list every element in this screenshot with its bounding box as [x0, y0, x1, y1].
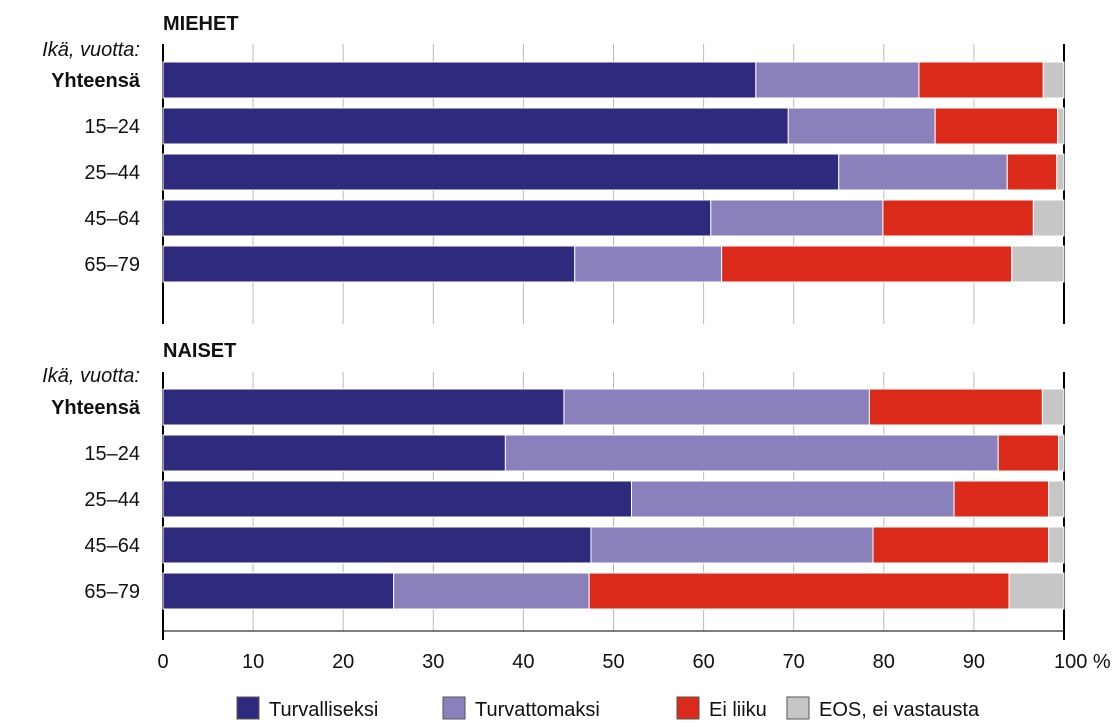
bar-segment: [162, 388, 565, 426]
legend-swatch: [676, 696, 700, 720]
x-axis: 0 10 20 30 40 50 60 70 80 90 100 %: [157, 651, 1110, 673]
legend-swatch: [236, 696, 260, 720]
category-label: 45–64: [84, 535, 140, 557]
x-tick-label: 80: [873, 651, 895, 673]
bar-segment: [872, 526, 1050, 564]
bar-segment: [162, 526, 592, 564]
x-tick-label: 0: [157, 651, 168, 673]
category-label: 25–44: [84, 489, 140, 511]
bar-segment: [504, 434, 999, 472]
bar-segment: [918, 61, 1044, 99]
category-label: Yhteensä: [51, 70, 141, 92]
x-tick-label: 60: [692, 651, 714, 673]
bar-segment: [1041, 388, 1065, 426]
category-label: 65–79: [84, 254, 140, 276]
age-caption: Ikä, vuotta:: [42, 39, 140, 61]
category-label: Yhteensä: [51, 397, 141, 419]
bar-segment: [162, 153, 840, 191]
panel-naiset: NAISET Ikä, vuotta: Yhteensä 15–24 25–44 45–6…: [42, 340, 1065, 610]
legend-label: Turvalliseksi: [269, 699, 378, 721]
x-tick-label: 100 %: [1054, 651, 1111, 673]
x-tick-label: 90: [963, 651, 985, 673]
panel-miehet: MIEHET Ikä, vuotta: Yhteensä 15–24 25–44 45–6…: [42, 13, 1065, 283]
bar-segment: [563, 388, 870, 426]
x-tick-label: 10: [242, 651, 264, 673]
bar-segment: [1008, 572, 1065, 610]
legend-label: Turvattomaksi: [475, 699, 600, 721]
bar-segment: [997, 434, 1060, 472]
category-label: 25–44: [84, 162, 140, 184]
bar-segment: [1006, 153, 1058, 191]
x-tick-label: 30: [422, 651, 444, 673]
bar-segment: [574, 245, 723, 283]
category-label: 15–24: [84, 116, 140, 138]
bar-segment: [631, 480, 955, 518]
bar-segment: [162, 107, 789, 145]
bar-segment: [162, 434, 506, 472]
x-tick-label: 50: [602, 651, 624, 673]
bar-segment: [1048, 526, 1065, 564]
bar-segment: [953, 480, 1050, 518]
bar-segment: [162, 480, 633, 518]
bar-segment: [710, 199, 884, 237]
bar-segment: [838, 153, 1008, 191]
chart-panels: MIEHET Ikä, vuotta: Yhteensä 15–24 25–44 45–6…: [42, 13, 1065, 610]
bar-segment: [393, 572, 590, 610]
panel-title: MIEHET: [163, 13, 239, 35]
bar-segment: [1032, 199, 1065, 237]
category-label: 15–24: [84, 443, 140, 465]
bar-segment: [934, 107, 1059, 145]
bar-segment: [787, 107, 936, 145]
bar-segment: [1058, 434, 1065, 472]
bar-segment: [1011, 245, 1065, 283]
bar-segment: [882, 199, 1034, 237]
age-caption: Ikä, vuotta:: [42, 365, 140, 387]
legend: Turvalliseksi Turvattomaksi Ei liiku EOS, e…: [236, 696, 980, 721]
bar-segment: [162, 572, 395, 610]
panel-title: NAISET: [163, 340, 236, 362]
bar-segment: [588, 572, 1010, 610]
bar-segment: [1056, 153, 1065, 191]
bar-segment: [1048, 480, 1065, 518]
legend-swatch: [786, 696, 810, 720]
bar-segment: [721, 245, 1013, 283]
x-tick-label: 40: [512, 651, 534, 673]
category-label: 45–64: [84, 208, 140, 230]
bar-segment: [755, 61, 920, 99]
legend-label: Ei liiku: [709, 699, 767, 721]
x-tick-label: 70: [783, 651, 805, 673]
legend-swatch: [442, 696, 466, 720]
bar-segment: [162, 245, 576, 283]
x-tick-label: 20: [332, 651, 354, 673]
legend-label: EOS, ei vastausta: [819, 699, 980, 721]
bar-segment: [1042, 61, 1065, 99]
bar-segment: [590, 526, 874, 564]
bar-segment: [1057, 107, 1065, 145]
bar-segment: [868, 388, 1043, 426]
bar-segment: [162, 199, 712, 237]
category-label: 65–79: [84, 581, 140, 603]
bar-segment: [162, 61, 757, 99]
